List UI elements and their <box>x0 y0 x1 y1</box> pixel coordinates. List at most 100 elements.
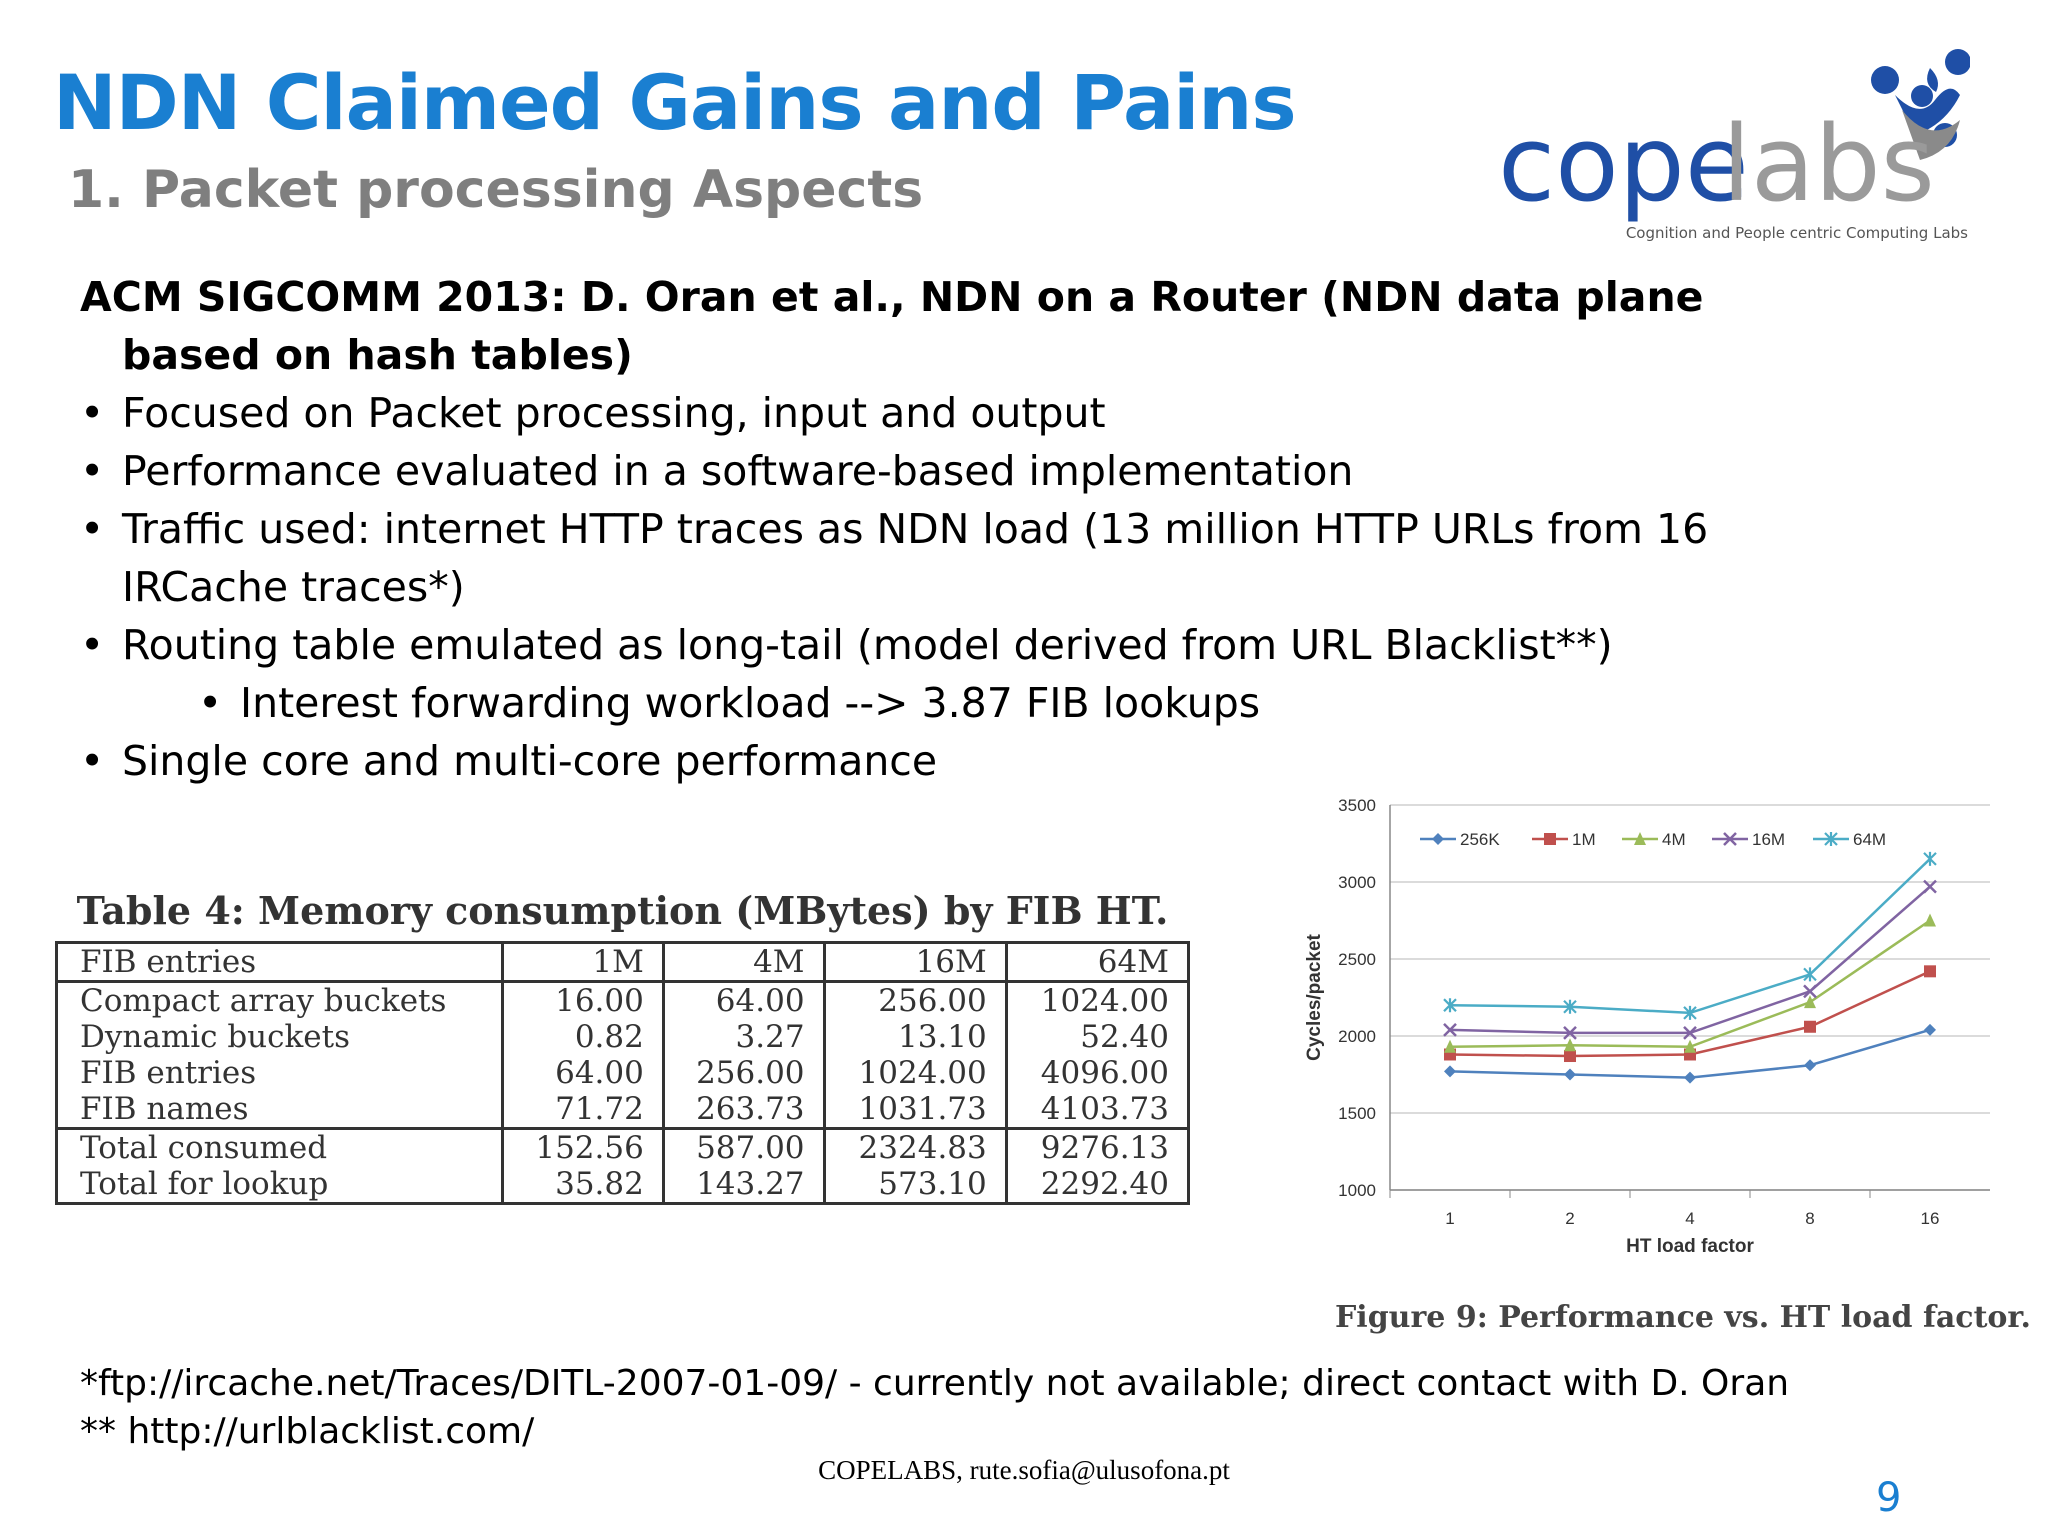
slide-content: ACM SIGCOMM 2013: D. Oran et al., NDN on… <box>80 268 1840 790</box>
bullet-item: • Performance evaluated in a software-bas… <box>80 442 1840 500</box>
bullet-text: Traffic used: internet HTTP traces as ND… <box>122 505 1709 611</box>
bullet-item: • Focused on Packet processing, input and… <box>80 384 1840 442</box>
copelabs-logo: cope labs Cognition and People centric C… <box>1498 49 1970 242</box>
legend-marker-16M <box>1723 832 1737 846</box>
legend-label: 1M <box>1572 830 1596 849</box>
data-point-4M <box>1684 1039 1696 1053</box>
data-point-64M <box>1803 967 1817 982</box>
bullet-text: Focused on Packet processing, input and … <box>122 389 1106 437</box>
logo-wordmark-labs: labs <box>1722 103 1935 225</box>
bullet-item: • Traffic used: internet HTTP traces as N… <box>80 500 1840 616</box>
bullet-text: Single core and multi-core performance <box>122 737 938 785</box>
data-point-16M <box>1923 879 1937 894</box>
copelabs-mark-icon <box>1871 49 1970 160</box>
data-point-4M <box>1804 995 1816 1009</box>
legend-label: 16M <box>1752 830 1785 849</box>
data-point-4M <box>1444 1039 1456 1053</box>
table-cell: 143.27 <box>661 1166 825 1204</box>
table-cell: 2292.40 <box>1004 1166 1189 1204</box>
memory-consumption-table: FIB entries 1M 4M 16M 64M Compact array … <box>55 941 1190 1205</box>
bullet-text: Routing table emulated as long-tail (mod… <box>122 621 1613 669</box>
table-header-row: FIB entries 1M 4M 16M 64M <box>56 942 1189 983</box>
table-cell: 573.10 <box>822 1166 1007 1204</box>
slide-footer: COPELABS, rute.sofia@ulusofona.pt <box>818 1455 1230 1485</box>
table-row: Compact array buckets 16.00 64.00 256.00… <box>57 981 1189 1019</box>
table-row: Dynamic buckets 0.82 3.27 13.10 52.40 <box>57 1019 1189 1055</box>
x-tick-label: 2 <box>1565 1209 1574 1228</box>
data-point-64M <box>1443 998 1457 1013</box>
performance-line-chart: 3500 3000 2500 2000 1500 1000 1 2 4 8 16 HT load fa… <box>1304 796 1990 1257</box>
x-tick-label: 1 <box>1445 1209 1454 1228</box>
y-tick-label: 3000 <box>1338 873 1376 892</box>
table-cell: 9276.13 <box>1004 1127 1189 1166</box>
x-tick-label: 4 <box>1685 1209 1694 1228</box>
bullet-item: • Single core and multi-core performance <box>80 732 1840 790</box>
y-tick-label: 1000 <box>1338 1181 1376 1200</box>
table-cell: Total consumed <box>56 1127 503 1166</box>
x-tick-label: 8 <box>1805 1209 1814 1228</box>
bullet-dot: • <box>198 679 223 727</box>
table-cell: 1024.00 <box>1004 981 1189 1019</box>
table-cell: 2324.83 <box>822 1127 1007 1166</box>
table-row: FIB names 71.72 263.73 1031.73 4103.73 <box>57 1091 1189 1129</box>
data-point-256K <box>1444 1065 1456 1078</box>
table-cell: 64.00 <box>501 1055 664 1091</box>
table-cell: 16.00 <box>501 981 664 1019</box>
y-tick-label: 2500 <box>1338 950 1376 969</box>
table-cell: 35.82 <box>501 1166 664 1204</box>
table-cell: Total for lookup <box>80 1166 329 1202</box>
data-point-256K <box>1924 1023 1936 1036</box>
legend-marker-1M <box>1544 833 1556 845</box>
x-tick-label: 16 <box>1921 1209 1940 1228</box>
table-cell: 152.56 <box>501 1127 664 1166</box>
data-point-64M <box>1923 851 1937 866</box>
table-cell: 13.10 <box>822 1019 1007 1055</box>
legend-label: 256K <box>1460 830 1500 849</box>
table-cell: 256.00 <box>661 1055 825 1091</box>
table-header-cell: 16M <box>822 942 1007 983</box>
data-point-1M <box>1924 965 1936 978</box>
table-cell: Dynamic buckets <box>80 1019 351 1055</box>
bullet-item: • Routing table emulated as long-tail (mo… <box>80 616 1840 674</box>
table-cell: 263.73 <box>661 1091 825 1129</box>
footnote-urlblacklist: ** http://urlblacklist.com/ <box>80 1411 535 1452</box>
legend-marker-4M <box>1634 832 1646 845</box>
table-cell: 1024.00 <box>822 1055 1007 1091</box>
table-cell: 4103.73 <box>1004 1091 1189 1129</box>
logo-tagline: Cognition and People centric Computing L… <box>1626 224 1968 242</box>
bullet-dot: • <box>80 737 105 785</box>
bullet-dot: • <box>80 389 105 437</box>
data-point-256K <box>1684 1071 1696 1084</box>
table-cell: 0.82 <box>501 1019 664 1055</box>
table-cell: 4096.00 <box>1004 1055 1189 1091</box>
data-point-4M <box>1924 913 1936 927</box>
paper-reference-heading: ACM SIGCOMM 2013: D. Oran et al., NDN on… <box>80 273 1704 379</box>
y-axis-label: Cycles/packet <box>1304 933 1325 1060</box>
sub-bullet-item: • Interest forwarding workload --> 3.87 F… <box>80 674 1840 732</box>
data-point-16M <box>1683 1026 1697 1040</box>
bullet-dot: • <box>80 447 105 495</box>
bullet-list: • Focused on Packet processing, input and… <box>80 384 1840 790</box>
table-cell: 587.00 <box>661 1127 825 1166</box>
legend-label: 4M <box>1662 830 1686 849</box>
bullet-dot: • <box>80 505 105 553</box>
table-header-cell: 64M <box>1004 942 1189 983</box>
table-caption: Table 4: Memory consumption (MBytes) by … <box>76 888 1169 933</box>
page-number: 9 <box>1876 1475 1902 1521</box>
table-row: FIB entries 64.00 256.00 1024.00 4096.00 <box>57 1055 1189 1091</box>
data-point-1M <box>1804 1020 1816 1033</box>
bullet-text: Interest forwarding workload --> 3.87 FI… <box>240 679 1261 727</box>
data-point-16M <box>1563 1026 1577 1040</box>
table-cell: Compact array buckets <box>80 983 447 1019</box>
data-point-16M <box>1803 984 1817 999</box>
legend-marker-256K <box>1432 833 1444 845</box>
bullet-dot: • <box>80 621 105 669</box>
y-tick-label: 1500 <box>1338 1104 1376 1123</box>
data-point-64M <box>1683 1005 1697 1020</box>
slide-subtitle: 1. Packet processing Aspects <box>68 160 924 220</box>
table-cell: 52.40 <box>1004 1019 1189 1055</box>
footnote-ircache: *ftp://ircache.net/Traces/DITL-2007-01-0… <box>80 1363 1790 1404</box>
table-cell: 71.72 <box>501 1091 664 1129</box>
legend-marker-64M <box>1824 832 1838 846</box>
bullet-text: Performance evaluated in a software-base… <box>122 447 1354 495</box>
